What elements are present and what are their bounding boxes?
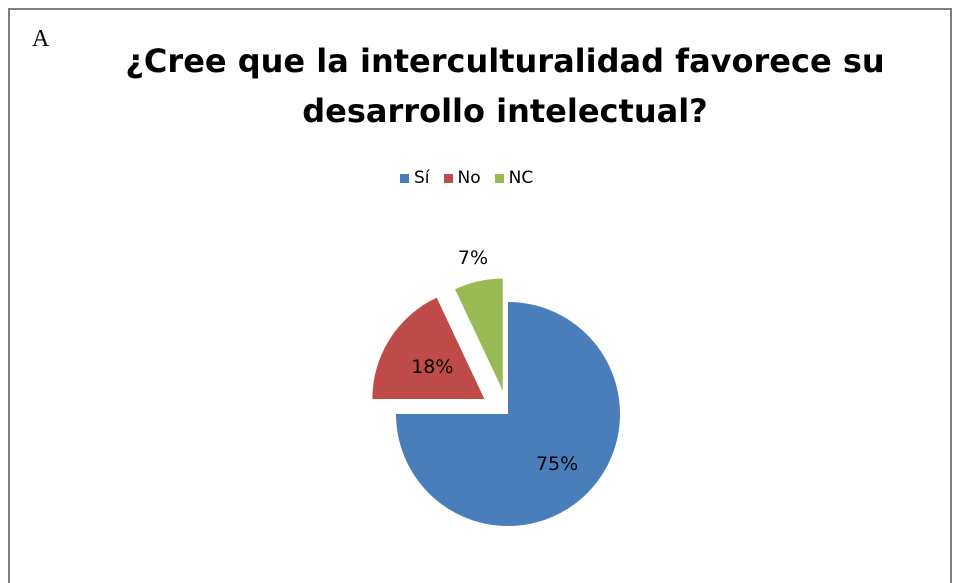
legend-item-si: Sí (400, 168, 430, 188)
data-label-nc: 7% (458, 247, 488, 269)
legend-swatch-si (400, 173, 409, 183)
legend-swatch-nc (494, 173, 504, 183)
pie-slice-si (396, 302, 620, 526)
data-label-si: 75% (536, 453, 578, 475)
legend-label-si: Sí (414, 168, 430, 188)
data-label-no: 18% (411, 356, 453, 378)
pie-slice-no (372, 297, 485, 399)
pie-slice-nc (455, 278, 503, 391)
legend-swatch-no (443, 173, 453, 183)
panel-letter: A (32, 26, 50, 52)
legend-item-nc: NC (494, 168, 534, 188)
chart-title: ¿Cree que la interculturalidad favorece … (60, 36, 950, 136)
chart-legend: Sí No NC (400, 168, 547, 188)
legend-item-no: No (443, 168, 481, 188)
chart-title-line-2: desarrollo intelectual? (302, 92, 708, 130)
legend-label-nc: NC (508, 168, 534, 188)
chart-title-line-1: ¿Cree que la interculturalidad favorece … (125, 42, 885, 80)
legend-label-no: No (457, 168, 481, 188)
